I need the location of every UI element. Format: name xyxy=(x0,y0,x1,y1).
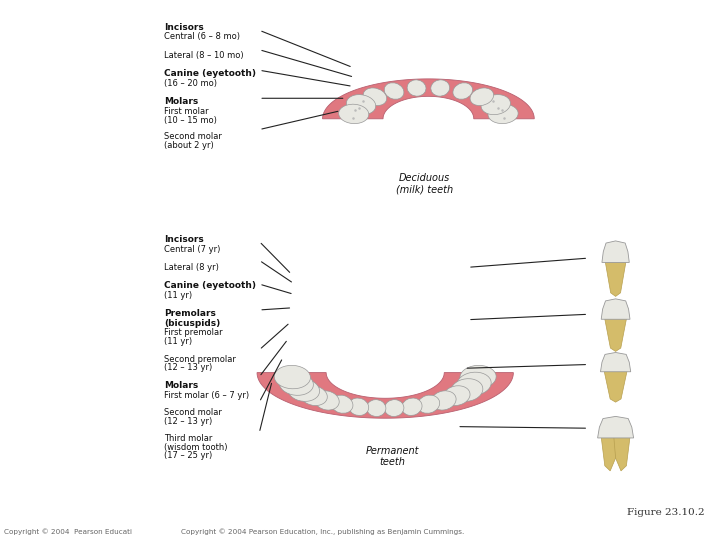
Ellipse shape xyxy=(287,379,320,401)
Polygon shape xyxy=(601,437,618,471)
Polygon shape xyxy=(604,371,627,402)
Text: (wisdom tooth): (wisdom tooth) xyxy=(164,443,228,452)
Ellipse shape xyxy=(315,391,339,410)
Text: Copyright © 2004  Pearson Educati: Copyright © 2004 Pearson Educati xyxy=(4,528,132,535)
Polygon shape xyxy=(605,318,626,352)
Ellipse shape xyxy=(402,398,422,415)
Polygon shape xyxy=(602,241,629,262)
Text: First molar: First molar xyxy=(164,107,209,116)
Text: First molar (6 – 7 yr): First molar (6 – 7 yr) xyxy=(164,391,249,400)
Polygon shape xyxy=(606,261,626,296)
Text: Lateral (8 yr): Lateral (8 yr) xyxy=(164,263,219,272)
Ellipse shape xyxy=(300,386,328,406)
Ellipse shape xyxy=(348,398,369,415)
Ellipse shape xyxy=(481,94,510,114)
Ellipse shape xyxy=(418,395,440,413)
Text: (12 – 13 yr): (12 – 13 yr) xyxy=(164,363,212,373)
Text: Figure 23.10.2: Figure 23.10.2 xyxy=(626,508,704,517)
Ellipse shape xyxy=(457,372,491,395)
Ellipse shape xyxy=(431,80,450,96)
Ellipse shape xyxy=(443,386,470,406)
Ellipse shape xyxy=(453,83,472,99)
Text: (17 – 25 yr): (17 – 25 yr) xyxy=(164,451,212,461)
Ellipse shape xyxy=(363,88,387,106)
Text: (16 – 20 mo): (16 – 20 mo) xyxy=(164,79,217,88)
Text: Second premolar: Second premolar xyxy=(164,355,236,364)
Text: Premolars: Premolars xyxy=(164,309,216,318)
Ellipse shape xyxy=(384,400,404,416)
Text: (bicuspids): (bicuspids) xyxy=(164,319,220,328)
Text: Third molar: Third molar xyxy=(164,434,212,443)
Text: Incisors: Incisors xyxy=(164,23,204,32)
Polygon shape xyxy=(598,416,634,438)
Text: (10 – 15 mo): (10 – 15 mo) xyxy=(164,116,217,125)
Ellipse shape xyxy=(366,400,386,416)
Text: Deciduous
(milk) teeth: Deciduous (milk) teeth xyxy=(396,173,454,194)
Text: (11 yr): (11 yr) xyxy=(164,291,192,300)
Polygon shape xyxy=(600,353,631,372)
Polygon shape xyxy=(601,299,630,319)
Text: Permanent
teeth: Permanent teeth xyxy=(366,446,419,467)
Text: Lateral (8 – 10 mo): Lateral (8 – 10 mo) xyxy=(164,51,244,60)
Text: Copyright © 2004 Pearson Education, Inc., publishing as Benjamin Cummings.: Copyright © 2004 Pearson Education, Inc.… xyxy=(181,528,464,535)
Ellipse shape xyxy=(384,83,404,99)
Polygon shape xyxy=(614,437,630,471)
Ellipse shape xyxy=(279,372,313,395)
Text: Second molar: Second molar xyxy=(164,408,222,417)
Text: Canine (eyetooth): Canine (eyetooth) xyxy=(164,281,256,290)
Text: (11 yr): (11 yr) xyxy=(164,337,192,346)
Ellipse shape xyxy=(274,366,310,389)
Ellipse shape xyxy=(346,94,376,114)
Text: (12 – 13 yr): (12 – 13 yr) xyxy=(164,417,212,426)
Text: Canine (eyetooth): Canine (eyetooth) xyxy=(164,69,256,78)
Text: Molars: Molars xyxy=(164,97,199,106)
Text: Second molar: Second molar xyxy=(164,132,222,141)
Ellipse shape xyxy=(470,88,494,106)
Ellipse shape xyxy=(330,395,353,413)
Text: Incisors: Incisors xyxy=(164,235,204,244)
Ellipse shape xyxy=(451,379,483,401)
Text: Molars: Molars xyxy=(164,381,199,390)
Text: Central (7 yr): Central (7 yr) xyxy=(164,245,220,254)
Ellipse shape xyxy=(407,80,426,96)
Text: Central (6 – 8 mo): Central (6 – 8 mo) xyxy=(164,32,240,42)
Polygon shape xyxy=(257,373,513,418)
Ellipse shape xyxy=(338,104,369,124)
Polygon shape xyxy=(323,79,534,119)
Ellipse shape xyxy=(488,104,518,124)
Text: First premolar: First premolar xyxy=(164,328,222,338)
Ellipse shape xyxy=(460,366,496,389)
Text: (about 2 yr): (about 2 yr) xyxy=(164,141,214,150)
Ellipse shape xyxy=(431,391,456,410)
